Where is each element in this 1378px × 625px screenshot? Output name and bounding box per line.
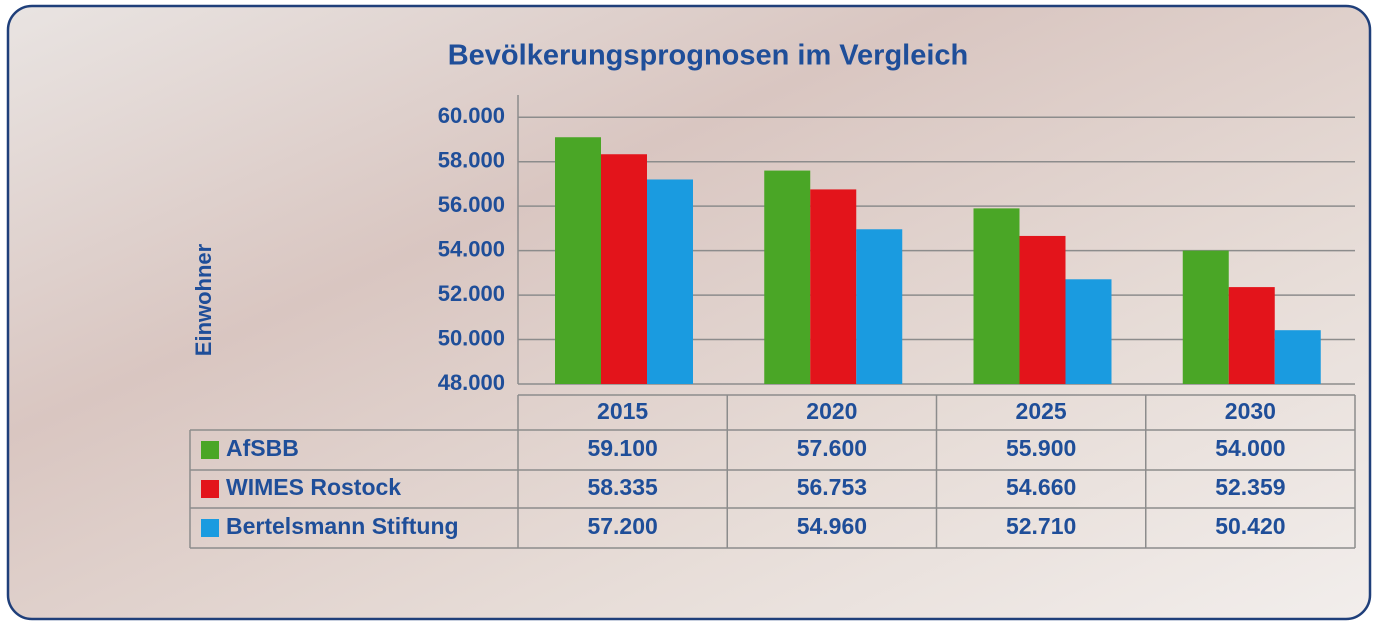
bar [810,189,856,384]
y-tick-label: 50.000 [438,325,505,350]
y-tick-label: 58.000 [438,148,505,173]
bar [1066,279,1112,384]
data-label: 54.960 [797,513,867,539]
data-label: 52.359 [1215,474,1285,500]
chart-title: Bevölkerungsprognosen im Vergleich [448,40,969,72]
data-label: 57.200 [587,513,657,539]
bar [856,229,902,384]
x-tick-label: 2025 [1016,398,1067,424]
y-tick-label: 56.000 [438,192,505,217]
y-axis-label: Einwohner [191,243,216,356]
legend-swatch [201,519,219,537]
bar [974,208,1020,384]
data-label: 54.660 [1006,474,1076,500]
data-label: 57.600 [797,435,867,461]
bar [1020,236,1066,384]
data-label: 59.100 [587,435,657,461]
y-tick-label: 52.000 [438,281,505,306]
bar [647,179,693,384]
data-label: 54.000 [1215,435,1285,461]
legend-swatch [201,441,219,459]
data-label: 50.420 [1215,513,1285,539]
legend-label: WIMES Rostock [226,474,401,500]
legend-label: AfSBB [226,435,299,461]
y-tick-label: 60.000 [438,103,505,128]
x-tick-label: 2030 [1225,398,1276,424]
bar [764,171,810,384]
bar [1229,287,1275,384]
x-tick-label: 2015 [597,398,648,424]
data-label: 56.753 [797,474,867,500]
legend-swatch [201,480,219,498]
data-label: 58.335 [587,474,658,500]
page: {"chart_data": { "type": "bar", "title":… [0,0,1378,625]
bar [1183,251,1229,384]
y-tick-label: 54.000 [438,236,505,261]
data-label: 52.710 [1006,513,1076,539]
y-tick-label: 48.000 [438,370,505,395]
bar [555,137,601,384]
data-label: 55.900 [1006,435,1076,461]
legend-label: Bertelsmann Stiftung [226,513,459,539]
bar [1275,330,1321,384]
x-tick-label: 2020 [806,398,857,424]
chart: Bevölkerungsprognosen im Vergleich Einwo… [0,0,1378,625]
bar [601,154,647,384]
